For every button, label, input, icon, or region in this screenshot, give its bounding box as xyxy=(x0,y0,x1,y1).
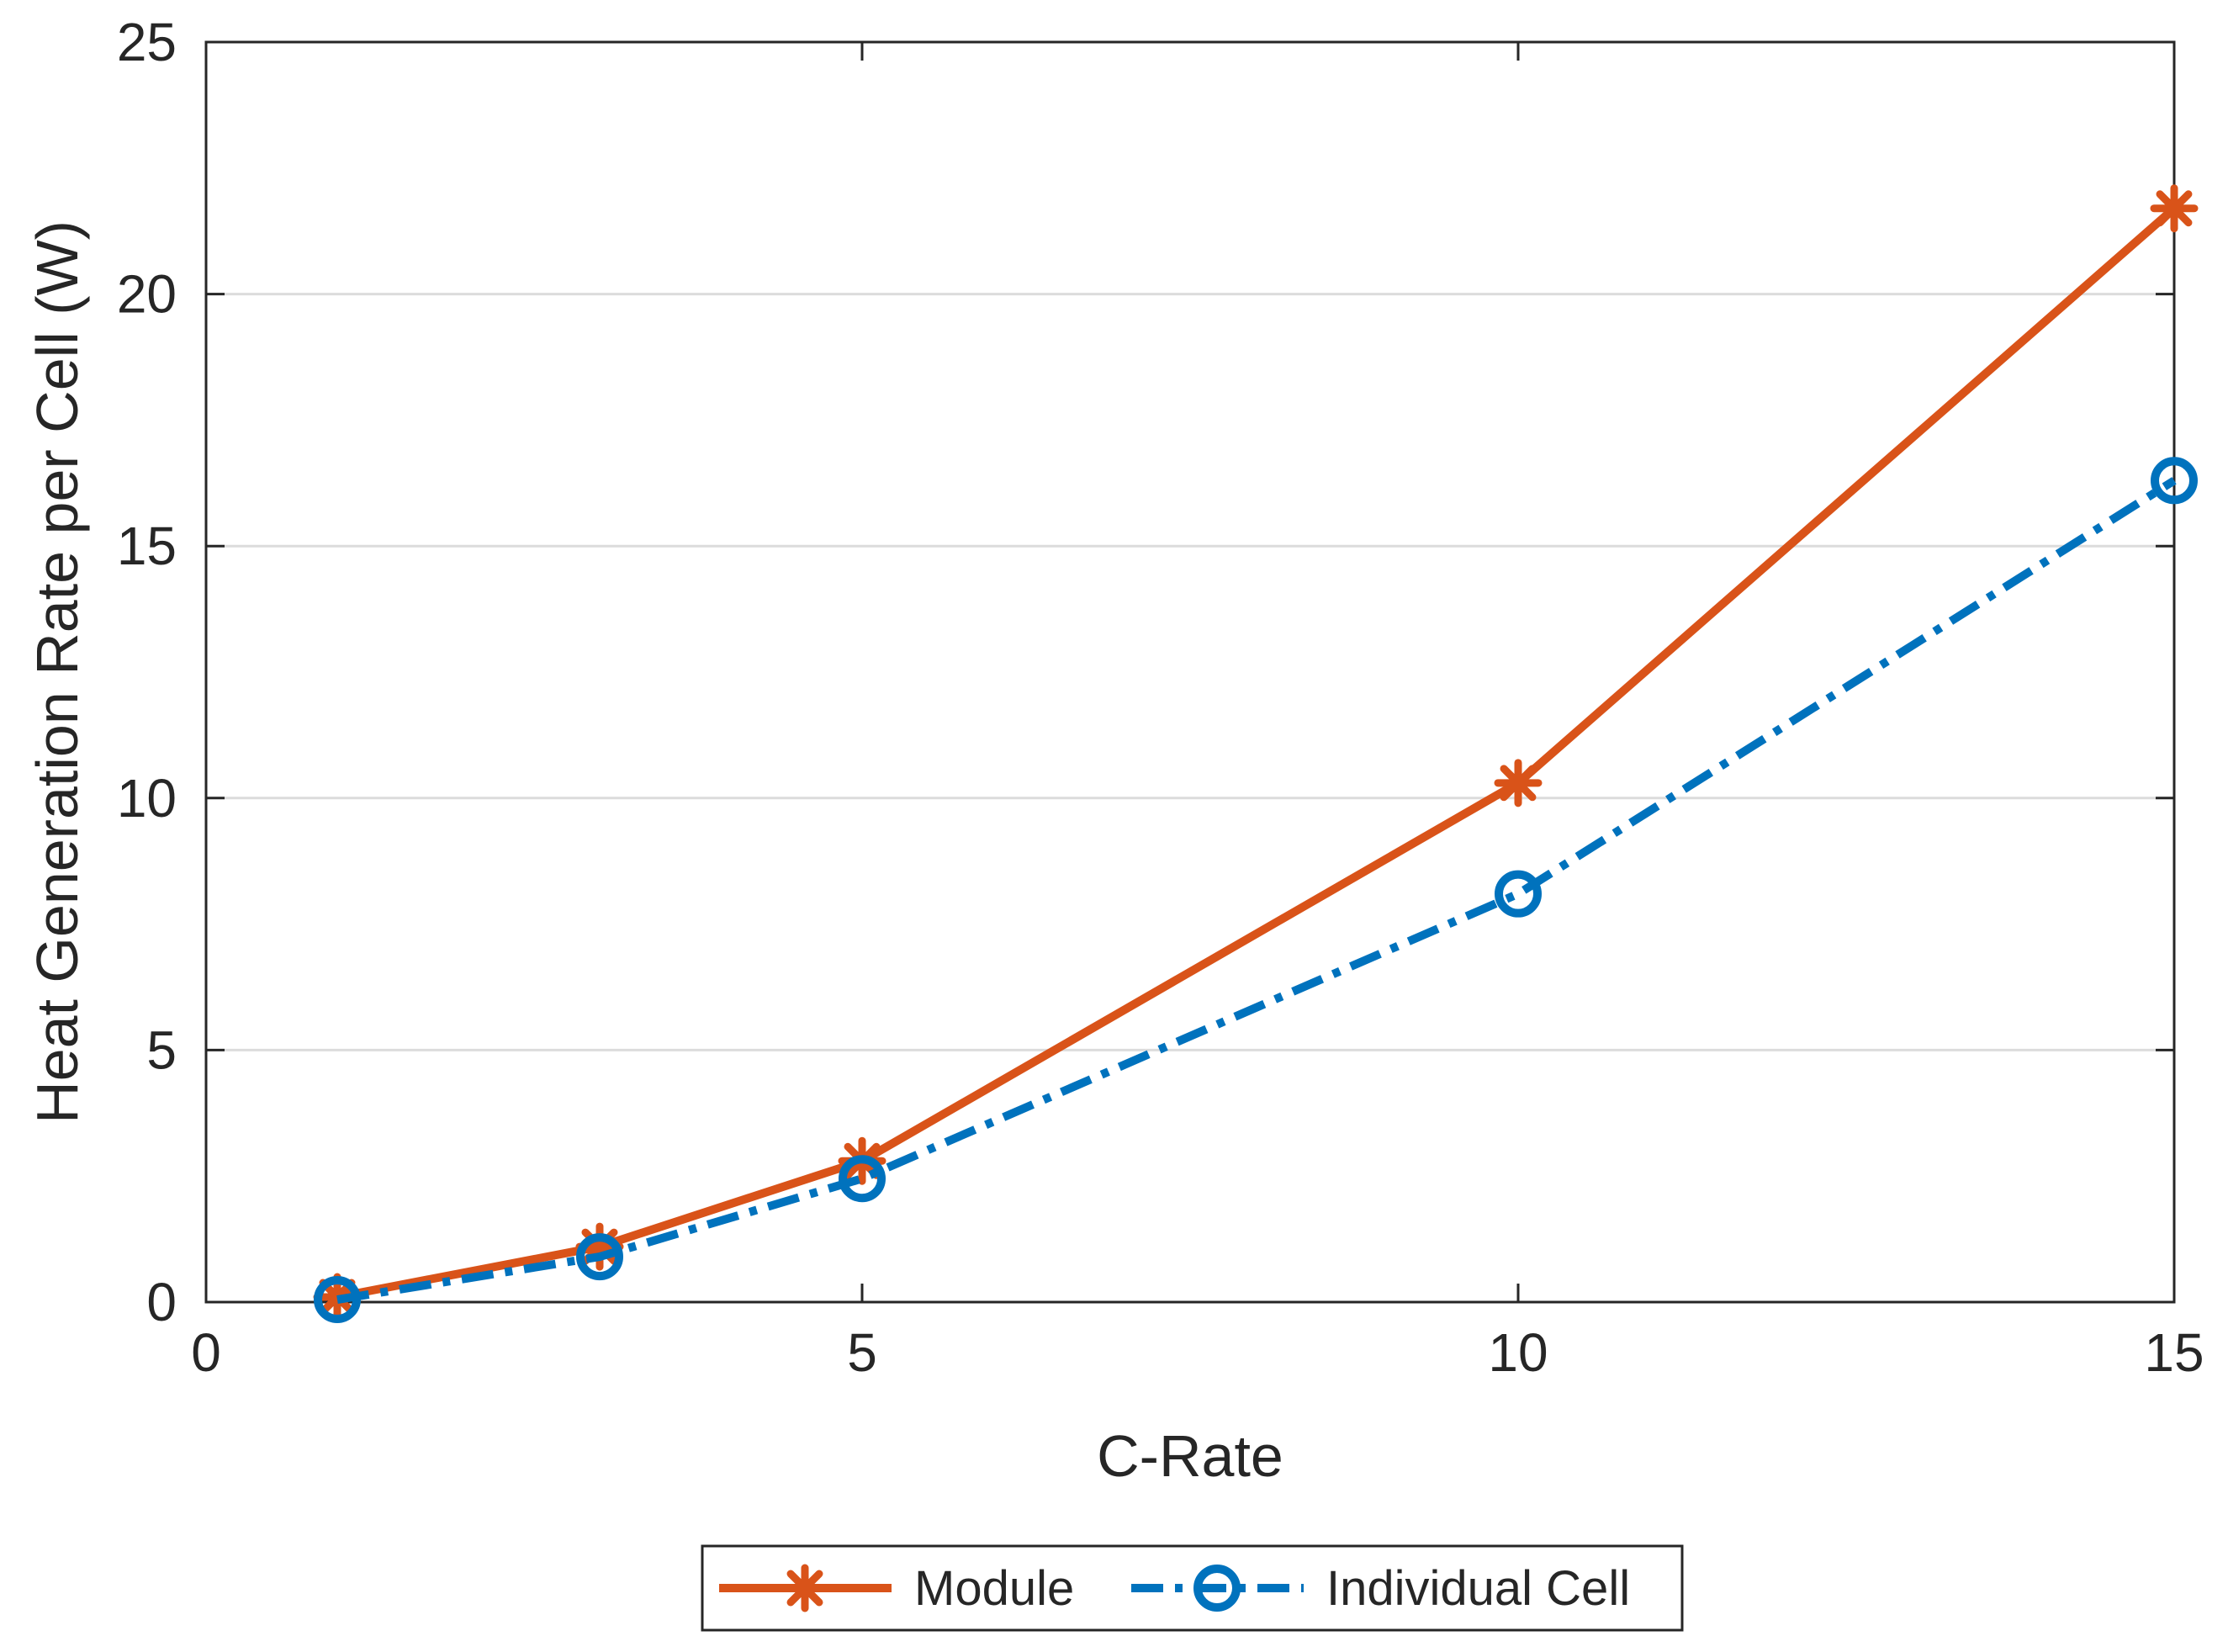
y-tick-label-1: 5 xyxy=(146,1019,177,1080)
y-tick-label-2: 10 xyxy=(117,768,177,829)
series-1 xyxy=(314,457,2198,1324)
y-tick-label-0: 0 xyxy=(146,1272,177,1332)
legend-item-0: Module xyxy=(719,1561,1074,1616)
legend-marker-1 xyxy=(1193,1565,1241,1612)
legend-label-0: Module xyxy=(914,1561,1074,1616)
x-tick-label-1: 5 xyxy=(847,1322,877,1383)
legend: Module Individual Cell xyxy=(701,1544,1684,1632)
data-point-1-2 xyxy=(839,1155,886,1203)
legend-marker-0 xyxy=(781,1564,829,1612)
series-line-1 xyxy=(336,477,2177,1304)
x-tick-label-2: 10 xyxy=(1488,1322,1548,1383)
data-series xyxy=(313,184,2199,1324)
data-point-1-1 xyxy=(576,1233,623,1281)
y-axis-label: Heat Generation Rate per Cell (W) xyxy=(24,220,90,1124)
legend-label-1: Individual Cell xyxy=(1326,1561,1630,1616)
x-tick-label-0: 0 xyxy=(191,1322,221,1383)
data-point-1-3 xyxy=(1495,870,1542,918)
y-tick-label-4: 20 xyxy=(117,264,177,325)
x-axis-label: C-Rate xyxy=(1097,1423,1283,1489)
series-0 xyxy=(313,184,2199,1321)
data-point-1-4 xyxy=(2151,457,2198,505)
series-line-0 xyxy=(336,204,2178,1301)
x-tick-label-3: 15 xyxy=(2144,1322,2204,1383)
y-tick-label-3: 15 xyxy=(117,516,177,576)
grid-lines xyxy=(206,293,2174,1051)
data-point-1-0 xyxy=(314,1276,361,1324)
y-tick-label-5: 25 xyxy=(117,12,177,72)
data-point-0-4 xyxy=(2150,184,2199,233)
data-point-0-3 xyxy=(1494,759,1543,807)
plot-frame xyxy=(204,40,2176,1304)
axis-ticks: 0 5 10 15 0 5 10 15 20 25 xyxy=(117,12,2204,1383)
legend-item-1: Individual Cell xyxy=(1131,1561,1630,1616)
